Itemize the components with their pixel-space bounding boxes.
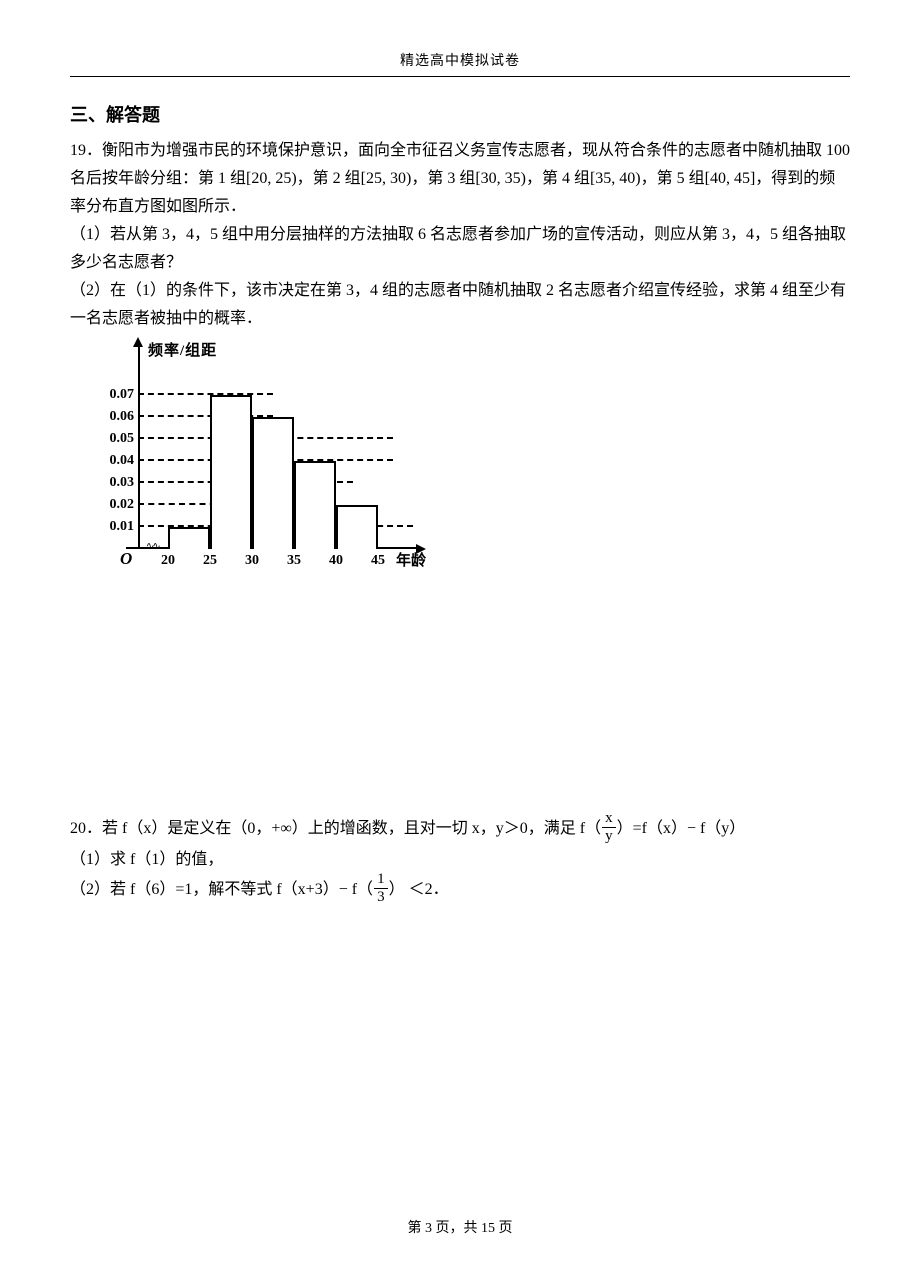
y-tick-label: 0.04 (110, 453, 135, 469)
fraction-x-over-y: xy (601, 811, 617, 844)
y-axis (138, 343, 140, 549)
page: 精选高中模拟试卷 三、解答题 19．衡阳市为增强市民的环境保护意识，面向全市征召… (0, 0, 920, 1273)
q20-line3-b: ） ＜2． (389, 881, 449, 898)
y-tick-label: 0.06 (110, 409, 135, 425)
x-tick-label: 40 (329, 553, 343, 569)
q20-line1-a: 20．若 f（x）是定义在（0，+∞）上的增函数，且对一切 x，y＞0，满足 f… (70, 820, 601, 837)
y-tick-label: 0.01 (110, 519, 135, 535)
page-header-title: 精选高中模拟试卷 (70, 50, 850, 77)
histogram-bar (252, 417, 294, 549)
y-axis-title: 频率/组距 (148, 339, 217, 360)
x-axis-title: 年龄 (396, 549, 426, 570)
histogram-bar (294, 461, 336, 549)
page-footer: 第 3 页，共 15 页 (0, 1217, 920, 1237)
histogram-bar (210, 395, 252, 549)
q19-intro: 19．衡阳市为增强市民的环境保护意识，面向全市征召义务宣传志愿者，现从符合条件的… (70, 137, 850, 221)
histogram-bar (168, 527, 210, 549)
grid-line (138, 393, 273, 395)
frac-den: 3 (374, 889, 388, 905)
x-tick-label: 35 (287, 553, 301, 569)
frequency-histogram: 频率/组距 年龄 O ∿∿ 0.010.020.030.040.050.060.… (80, 343, 420, 573)
q20-line1-b: ）=f（x）− f（y） (617, 820, 746, 837)
y-axis-arrow-icon (133, 337, 143, 347)
spacer (70, 603, 850, 813)
section-title: 三、解答题 (70, 101, 850, 127)
q20-line3: （2）若 f（6）=1，解不等式 f（x+3）− f（13） ＜2． (70, 874, 850, 907)
histogram-bar (336, 505, 378, 549)
q19-part2: （2）在（1）的条件下，该市决定在第 3，4 组的志愿者中随机抽取 2 名志愿者… (70, 277, 850, 333)
fraction-1-over-3: 13 (373, 872, 389, 905)
q20-line2: （1）求 f（1）的值， (70, 846, 850, 874)
x-tick-label: 30 (245, 553, 259, 569)
q20-line3-a: （2）若 f（6）=1，解不等式 f（x+3）− f（ (70, 881, 373, 898)
frac-num: 1 (374, 872, 388, 889)
y-tick-label: 0.03 (110, 475, 135, 491)
origin-label: O (120, 549, 132, 569)
q19-part1: （1）若从第 3，4，5 组中用分层抽样的方法抽取 6 名志愿者参加广场的宣传活… (70, 221, 850, 277)
y-tick-label: 0.02 (110, 497, 135, 513)
y-tick-label: 0.07 (110, 387, 135, 403)
axis-break-icon: ∿∿ (146, 541, 159, 552)
frac-den: y (602, 828, 616, 844)
x-tick-label: 25 (203, 553, 217, 569)
y-tick-label: 0.05 (110, 431, 135, 447)
q20-line1: 20．若 f（x）是定义在（0，+∞）上的增函数，且对一切 x，y＞0，满足 f… (70, 813, 850, 846)
frac-num: x (602, 811, 616, 828)
x-tick-label: 20 (161, 553, 175, 569)
x-tick-label: 45 (371, 553, 385, 569)
